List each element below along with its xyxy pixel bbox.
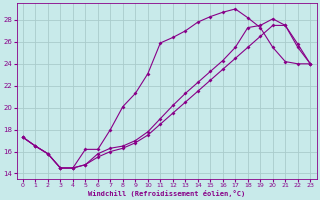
X-axis label: Windchill (Refroidissement éolien,°C): Windchill (Refroidissement éolien,°C) [88, 190, 245, 197]
